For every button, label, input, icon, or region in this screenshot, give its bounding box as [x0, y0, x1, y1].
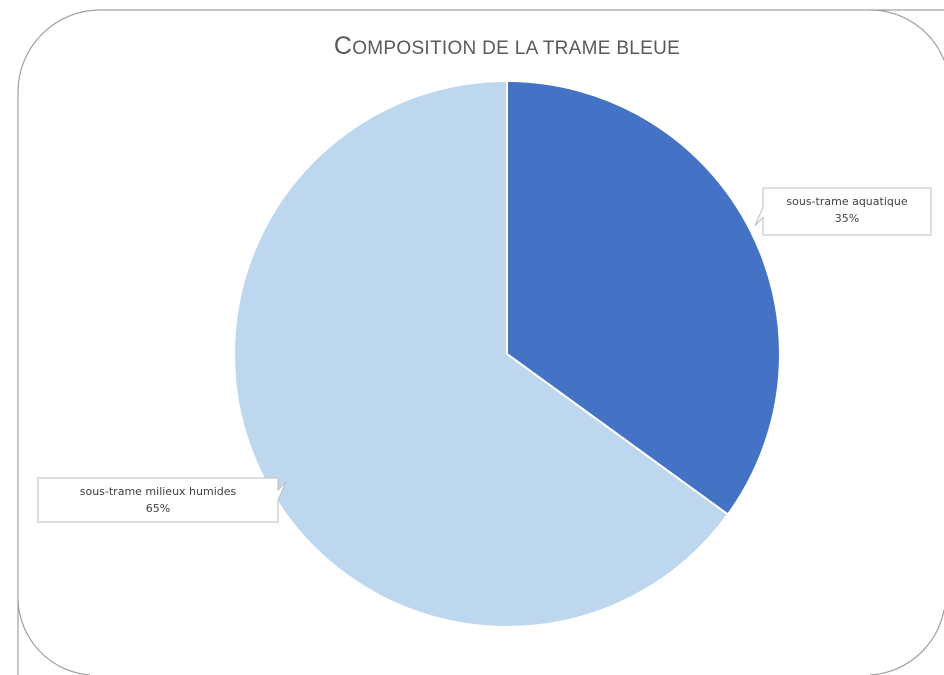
- label-box: [754, 187, 932, 236]
- label-box: [37, 477, 287, 523]
- frame-corner: [17, 599, 91, 675]
- pie-slice: [506, 79, 781, 516]
- slice-value-label: 35%: [835, 212, 859, 225]
- chart-title: COMPOSITION DE LA TRAME BLEUE: [333, 32, 681, 60]
- slice-label: sous-trame milieux humides: [80, 485, 237, 498]
- frame: [17, 9, 944, 675]
- slice-value-label: 65%: [146, 502, 170, 515]
- frame-corner: [869, 609, 944, 675]
- slice-label: sous-trame aquatique: [786, 195, 907, 208]
- frame-corner: [869, 9, 944, 61]
